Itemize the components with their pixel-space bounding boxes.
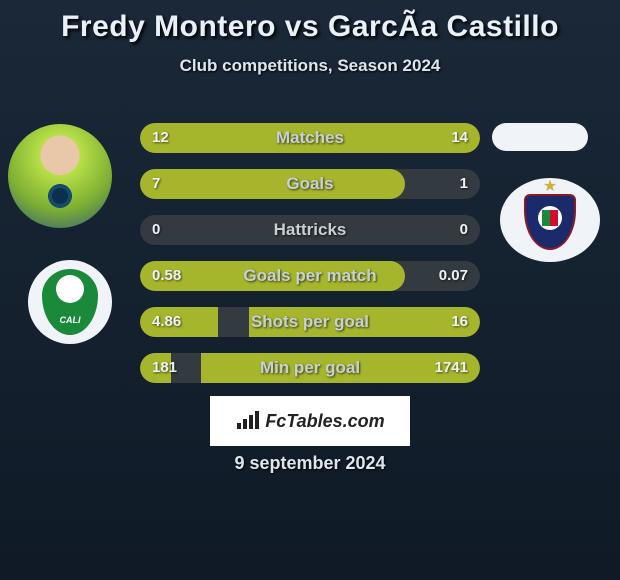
stat-row-shots-per-goal: 4.86 Shots per goal 16 [140, 307, 480, 337]
date-label: 9 september 2024 [0, 453, 620, 474]
stat-value-left: 4.86 [152, 307, 181, 337]
stat-row-goals: 7 Goals 1 [140, 169, 480, 199]
star-icon: ★ [500, 176, 600, 196]
stat-value-left: 181 [152, 353, 177, 383]
stat-value-right: 1 [460, 169, 468, 199]
stat-value-left: 12 [152, 123, 169, 153]
stat-row-goals-per-match: 0.58 Goals per match 0.07 [140, 261, 480, 291]
stat-value-left: 0.58 [152, 261, 181, 291]
page-title: Fredy Montero vs GarcÃa Castillo [0, 0, 620, 44]
stat-row-min-per-goal: 181 Min per goal 1741 [140, 353, 480, 383]
stat-label: Goals per match [140, 261, 480, 291]
branding-text: FcTables.com [265, 411, 384, 432]
stat-label: Min per goal [140, 353, 480, 383]
player-left-club-logo [28, 260, 112, 344]
stat-row-matches: 12 Matches 14 [140, 123, 480, 153]
stat-value-right: 14 [451, 123, 468, 153]
branding-badge: FcTables.com [210, 396, 410, 446]
stat-value-left: 7 [152, 169, 160, 199]
stat-value-left: 0 [152, 215, 160, 245]
stat-row-hattricks: 0 Hattricks 0 [140, 215, 480, 245]
chart-icon [235, 411, 261, 431]
stat-value-right: 0.07 [439, 261, 468, 291]
stats-comparison: 12 Matches 14 7 Goals 1 0 Hattricks 0 0.… [140, 123, 480, 399]
stat-value-right: 16 [451, 307, 468, 337]
player-right-avatar [492, 123, 588, 151]
stat-value-right: 1741 [435, 353, 468, 383]
stat-label: Shots per goal [140, 307, 480, 337]
stat-label: Matches [140, 123, 480, 153]
stat-label: Goals [140, 169, 480, 199]
stat-value-right: 0 [460, 215, 468, 245]
stat-label: Hattricks [140, 215, 480, 245]
player-left-avatar [8, 124, 112, 228]
page-subtitle: Club competitions, Season 2024 [0, 56, 620, 76]
player-right-club-logo: ★ [500, 178, 600, 262]
